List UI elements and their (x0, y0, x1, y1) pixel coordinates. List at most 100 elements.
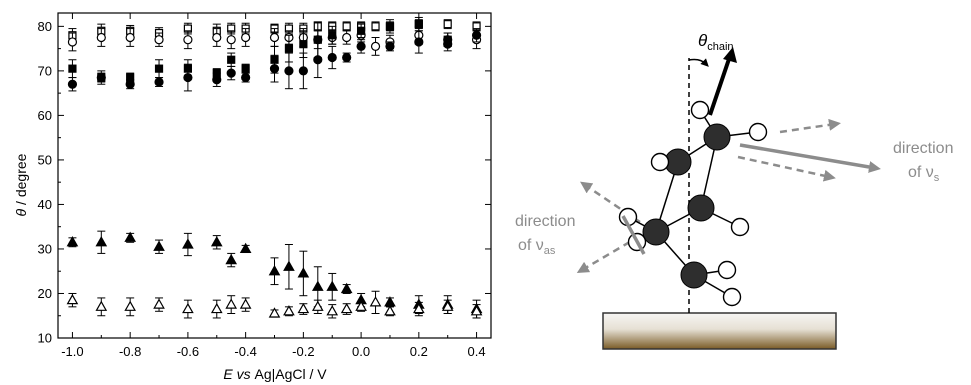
y-tick-label: 70 (38, 63, 52, 78)
data-point-circle (96, 32, 106, 43)
data-point-circle (269, 32, 280, 43)
vs-direction-arrow (739, 143, 881, 173)
y-tick-label: 60 (38, 108, 52, 123)
data-point-circle (269, 64, 280, 74)
data-point-triangle (124, 231, 136, 242)
data-point-triangle (268, 264, 281, 276)
vs-direction-label-line2: of νs (908, 164, 940, 184)
data-point-square (154, 64, 164, 73)
data-point-triangle (297, 302, 310, 314)
chart: 10 20 30 40 50 60 70 80 -1.0 -0.8 -0.6 -0.4 -0.2 0.0… (13, 12, 492, 382)
data-point-triangle (66, 236, 79, 247)
data-point-triangle (95, 300, 108, 311)
y-tick-label: 80 (38, 19, 52, 34)
data-point-circle (241, 32, 251, 43)
vas-label-block: direction of νas (515, 213, 575, 257)
data-point-triangle (384, 296, 396, 307)
data-series (66, 16, 483, 319)
data-point-triangle (124, 300, 136, 311)
vs-dashed-arrow-lower (737, 155, 836, 182)
hydrogen-atom (730, 217, 750, 237)
molecule-diagram: θchain (576, 31, 953, 350)
vas-direction-label: direction (515, 213, 575, 230)
data-point-square (227, 55, 236, 64)
data-point-circle (212, 75, 222, 85)
data-point-circle (241, 72, 251, 83)
chain-axis-arrow (708, 55, 732, 116)
data-point-triangle (153, 298, 165, 309)
data-point-triangle (340, 302, 353, 314)
data-point-triangle (326, 280, 339, 291)
data-point-triangle (182, 238, 194, 249)
data-point-circle (443, 39, 453, 49)
hydrogen-atom (650, 152, 670, 172)
data-point-square (284, 44, 294, 53)
x-tick-label: -1.0 (61, 344, 83, 359)
data-point-circle (154, 77, 164, 87)
data-point-triangle (239, 242, 252, 254)
data-point-circle (125, 79, 135, 89)
data-point-square (299, 40, 308, 49)
data-point-triangle (470, 305, 483, 316)
y-tick-label: 50 (38, 152, 52, 167)
hydrogen-atom (690, 100, 710, 120)
data-point-triangle (369, 296, 382, 307)
data-point-triangle (239, 298, 252, 309)
data-point-triangle (182, 302, 194, 314)
data-point-triangle (311, 280, 324, 291)
data-point-triangle (355, 300, 367, 311)
data-point-circle (342, 52, 352, 63)
carbon-atom (703, 123, 731, 151)
data-point-triangle (210, 236, 223, 247)
x-tick-label: 0.0 (352, 344, 370, 359)
data-point-circle (226, 35, 236, 45)
data-point-square (68, 64, 77, 73)
vas-direction-label-line2: of νas (518, 237, 556, 257)
theta-angle-arc (688, 58, 709, 67)
carbon-atom (687, 194, 715, 222)
data-point-triangle (95, 236, 108, 247)
series-square-filled (68, 16, 452, 83)
y-axis-title: θ / degree (13, 153, 29, 216)
data-point-circle (385, 41, 395, 51)
data-point-square (385, 22, 395, 31)
data-point-triangle (225, 298, 238, 309)
data-point-circle (226, 68, 236, 78)
data-point-circle (298, 66, 308, 76)
y-tick-label: 10 (38, 331, 52, 346)
data-point-circle (284, 66, 294, 76)
data-point-square (414, 20, 423, 29)
chain-axis-arrowhead (723, 47, 737, 63)
series-circle-filled (67, 28, 482, 92)
series-triangle-open (66, 290, 483, 319)
data-point-triangle (66, 293, 79, 305)
data-point-triangle (326, 305, 339, 316)
y-axis: 10 20 30 40 50 60 70 80 (38, 19, 491, 346)
data-point-square (443, 20, 452, 29)
hydrogen-atom (748, 122, 768, 142)
data-point-triangle (283, 305, 295, 316)
data-point-square (241, 64, 250, 73)
data-point-circle (154, 35, 164, 45)
data-point-circle (67, 79, 78, 89)
data-point-square (371, 22, 380, 31)
data-point-circle (313, 55, 323, 65)
x-tick-label: 0.4 (468, 344, 486, 359)
data-point-triangle (413, 302, 425, 314)
y-tick-label: 30 (38, 241, 52, 256)
data-point-square (342, 22, 351, 31)
data-point-circle (183, 72, 193, 83)
gold-substrate (602, 312, 837, 350)
data-point-circle (342, 32, 352, 43)
data-point-circle (67, 37, 78, 47)
vs-direction-label: direction (893, 140, 953, 157)
data-point-triangle (441, 300, 454, 311)
vs-dashed-arrow-upper (779, 118, 841, 134)
data-point-triangle (384, 305, 396, 316)
data-point-triangle (210, 302, 223, 314)
data-point-square (328, 31, 337, 40)
data-point-circle (327, 52, 337, 63)
x-tick-label: 0.2 (410, 344, 428, 359)
vas-direction-line (621, 215, 646, 255)
x-axis: -1.0 -0.8 -0.6 -0.4 -0.2 0.0 0.2 0.4 (61, 13, 486, 359)
